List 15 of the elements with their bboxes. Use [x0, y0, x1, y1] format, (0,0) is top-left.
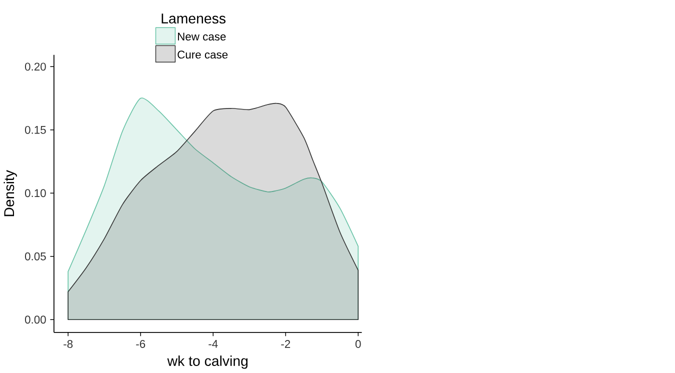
x-tick-label: -4 — [208, 340, 218, 348]
x-tick-label: 0 — [355, 340, 361, 348]
x-tick-label: -8 — [64, 340, 73, 348]
legend-title: Lameness — [162, 14, 226, 24]
x-tick-label: -2 — [281, 340, 290, 348]
y-tick-label: 0.00 — [24, 316, 46, 324]
y-axis-title: Density — [4, 170, 17, 216]
legend-label: Cure case — [178, 50, 228, 59]
legend-label: New case — [178, 32, 226, 41]
x-tick-label: -6 — [136, 340, 146, 348]
y-tick-label: 0.05 — [24, 252, 46, 261]
y-tick-label: 0.15 — [24, 126, 46, 134]
x-axis-title: wk to calving — [167, 356, 248, 370]
y-tick-label: 0.10 — [24, 189, 46, 198]
y-tick-label: 0.20 — [24, 62, 46, 71]
